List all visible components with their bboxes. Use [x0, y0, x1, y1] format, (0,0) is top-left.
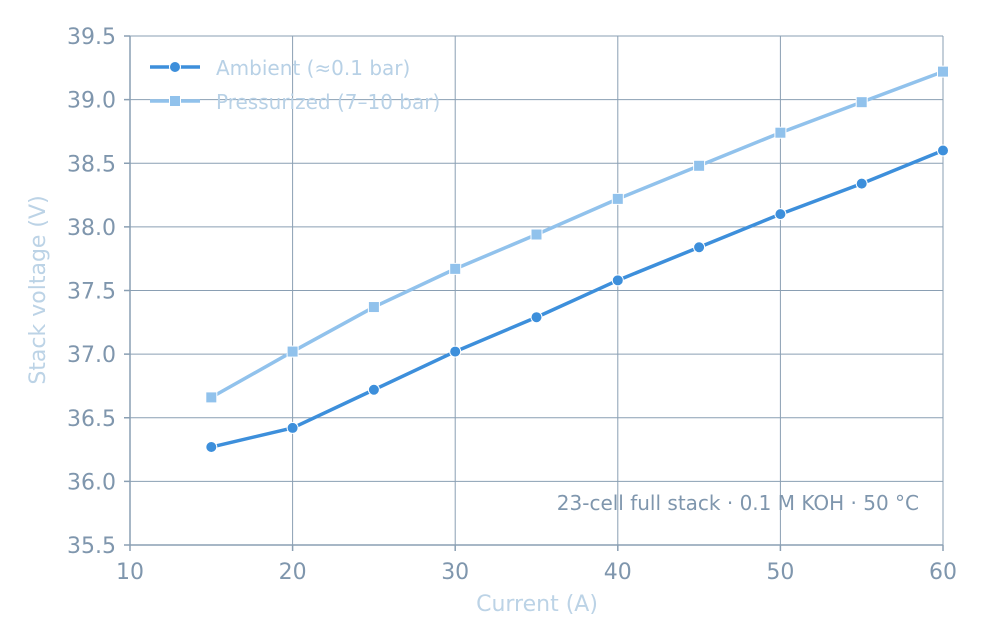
- legend-item-ambient: Ambient (≈0.1 bar): [150, 56, 410, 80]
- series-line: [210, 148, 944, 449]
- tick-labels: 10 20 30 40 50 60 35.5 36.0 36.5 37.0 37.5 38.0 38.5…: [67, 25, 957, 585]
- x-tick-label: 30: [441, 560, 469, 585]
- x-tick-label: 60: [929, 560, 957, 585]
- legend-marker-circle: [169, 61, 181, 73]
- x-tick-label: 40: [604, 560, 632, 585]
- x-tick-label: 50: [766, 560, 794, 585]
- y-tick-label: 37.0: [67, 343, 116, 368]
- y-tick-label: 39.5: [67, 25, 116, 50]
- data-point: [693, 159, 706, 172]
- x-tick-label: 20: [279, 560, 307, 585]
- data-point: [530, 228, 543, 241]
- data-point: [611, 192, 624, 205]
- data-point: [855, 96, 868, 109]
- data-point: [286, 421, 299, 434]
- data-point: [205, 441, 218, 454]
- y-tick-label: 39.0: [67, 89, 116, 114]
- y-tick-label: 36.5: [67, 407, 116, 432]
- series-layer: [205, 65, 949, 454]
- y-tick-label: 36.0: [67, 470, 116, 495]
- data-point: [774, 208, 787, 221]
- data-point: [937, 144, 949, 157]
- data-point: [449, 262, 462, 275]
- y-tick-label: 35.5: [67, 534, 116, 559]
- series-pressurized: [205, 65, 949, 404]
- data-point: [286, 345, 299, 358]
- data-point: [611, 274, 624, 287]
- data-point: [693, 241, 706, 254]
- series-line: [210, 69, 944, 399]
- legend: Ambient (≈0.1 bar) Pressurized (7–10 bar…: [150, 56, 440, 114]
- y-tick-label: 38.0: [67, 216, 116, 241]
- data-point: [855, 177, 868, 190]
- y-axis-title: Stack voltage (V): [26, 195, 51, 384]
- chart-annotation: 23-cell full stack · 0.1 M KOH · 50 °C: [557, 491, 919, 515]
- x-tick-label: 10: [116, 560, 144, 585]
- data-point: [937, 65, 949, 78]
- legend-item-pressurized: Pressurized (7–10 bar): [150, 90, 440, 114]
- data-point: [367, 383, 380, 396]
- y-tick-label: 37.5: [67, 280, 116, 305]
- series-ambient: [205, 144, 949, 454]
- legend-label-ambient: Ambient (≈0.1 bar): [216, 56, 410, 80]
- data-point: [449, 345, 462, 358]
- data-point: [367, 301, 380, 314]
- data-point: [774, 126, 787, 139]
- legend-label-pressurized: Pressurized (7–10 bar): [216, 90, 440, 114]
- data-point: [530, 311, 543, 324]
- y-tick-label: 38.5: [67, 152, 116, 177]
- x-axis-title: Current (A): [476, 592, 598, 617]
- axes: [124, 35, 944, 551]
- data-point: [205, 391, 218, 404]
- legend-marker-square: [169, 95, 181, 107]
